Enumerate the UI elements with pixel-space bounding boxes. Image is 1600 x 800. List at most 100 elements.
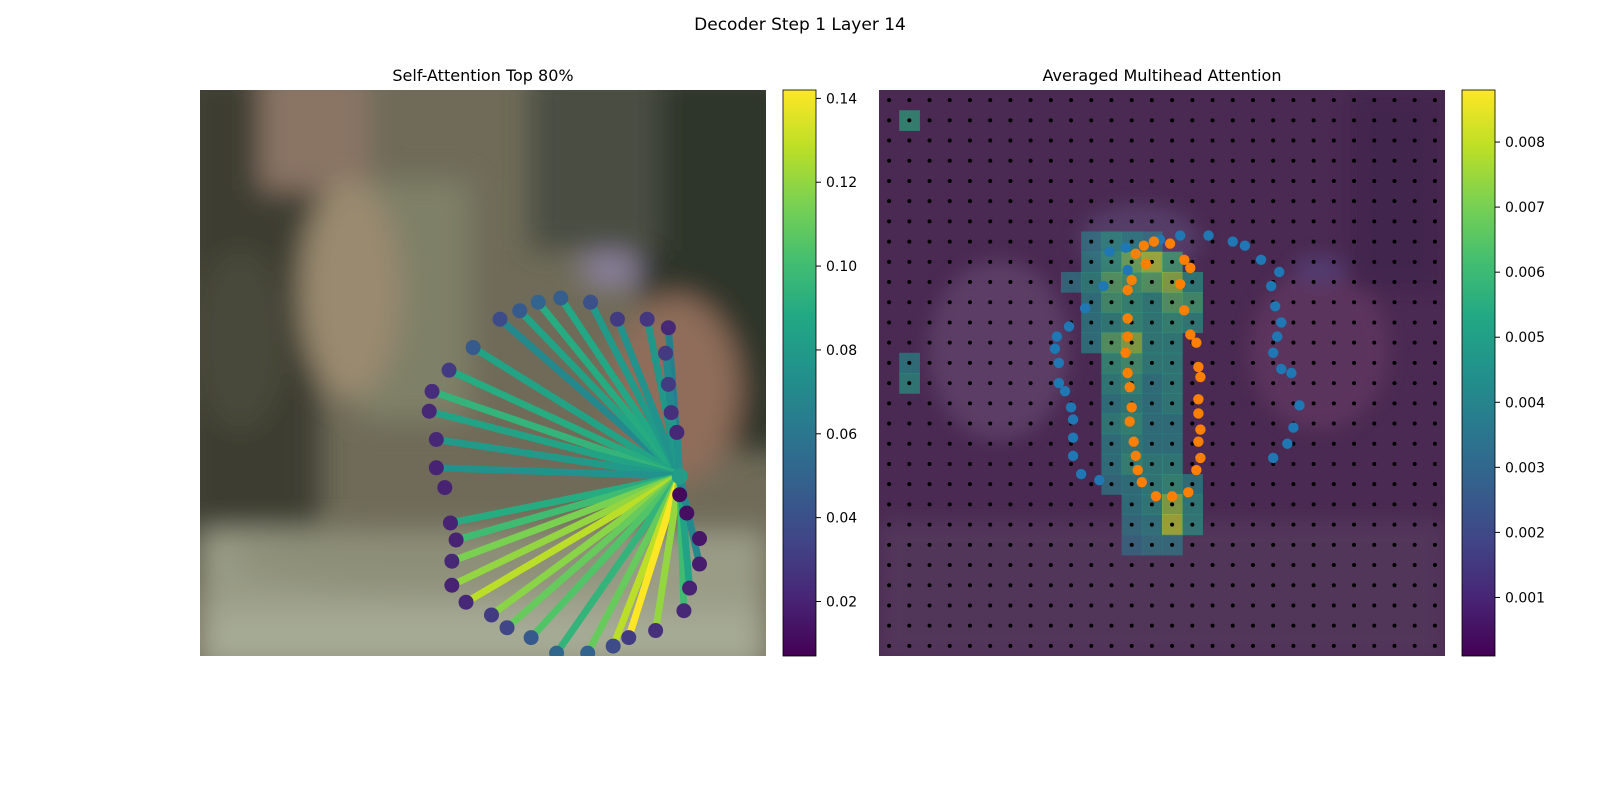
- grid-dot: [1149, 98, 1154, 103]
- grid-dot: [988, 300, 993, 305]
- grid-dot: [947, 583, 952, 588]
- overlay-point: [1053, 357, 1065, 369]
- grid-dot: [1230, 623, 1235, 628]
- grid-dot: [1432, 219, 1437, 224]
- grid-dot: [1271, 138, 1276, 143]
- grid-dot: [1048, 158, 1053, 163]
- attention-point: [444, 553, 460, 569]
- grid-dot: [967, 542, 972, 547]
- attention-edge: [557, 296, 683, 479]
- grid-dot: [1089, 421, 1094, 426]
- grid-dot: [1109, 360, 1114, 365]
- grid-dot: [1311, 280, 1316, 285]
- grid-dot: [1331, 158, 1336, 163]
- grid-dot: [1048, 421, 1053, 426]
- grid-dot: [1250, 603, 1255, 608]
- grid-dot: [1008, 98, 1013, 103]
- grid-dot: [1190, 563, 1195, 568]
- grid-dot: [1129, 502, 1134, 507]
- grid-dot: [1372, 401, 1377, 406]
- attention-point: [660, 376, 676, 392]
- attention-edge: [471, 344, 682, 480]
- overlay-point: [1274, 266, 1285, 278]
- grid-dot: [1170, 421, 1175, 426]
- grid-dot: [1352, 421, 1357, 426]
- grid-dot: [1109, 401, 1114, 406]
- grid-dot: [988, 138, 993, 143]
- grid-dot: [988, 482, 993, 487]
- left-colorbar: 0.02 0.04 0.06 0.08 0.10 0.12 0.14: [782, 89, 857, 657]
- grid-dot: [1048, 643, 1053, 648]
- grid-dot: [927, 158, 932, 163]
- grid-dot: [1331, 300, 1336, 305]
- grid-dot: [907, 522, 912, 527]
- overlay-point: [1098, 280, 1109, 292]
- grid-dot: [1412, 199, 1417, 204]
- grid-dot: [1069, 563, 1074, 568]
- grid-dot: [1352, 158, 1357, 163]
- grid-dot: [1028, 482, 1033, 487]
- grid-dot: [1271, 583, 1276, 588]
- grid-dot: [1028, 219, 1033, 224]
- grid-dot: [1109, 421, 1114, 426]
- grid-dot: [1392, 401, 1397, 406]
- grid-dot: [887, 563, 892, 568]
- grid-dot: [907, 421, 912, 426]
- grid-dot: [1311, 239, 1316, 244]
- attention-point: [530, 294, 546, 310]
- attention-edges: [428, 296, 703, 656]
- grid-dot: [967, 138, 972, 143]
- grid-dot: [1392, 502, 1397, 507]
- grid-dot: [1372, 259, 1377, 264]
- overlay-point: [1255, 254, 1267, 265]
- grid-dot: [967, 381, 972, 386]
- grid-dot: [1129, 239, 1134, 244]
- grid-dot: [1089, 118, 1094, 123]
- grid-dot: [1291, 461, 1296, 466]
- overlay-point: [1132, 464, 1143, 476]
- grid-dot: [1291, 643, 1296, 648]
- grid-dot: [1048, 98, 1053, 103]
- grid-dot: [1089, 239, 1094, 244]
- grid-dot: [1412, 280, 1417, 285]
- grid-dot: [1311, 178, 1316, 183]
- grid-dot: [1048, 118, 1053, 123]
- grid-dot: [1069, 219, 1074, 224]
- grid-dot: [1190, 280, 1195, 285]
- grid-dot: [1089, 199, 1094, 204]
- grid-dot: [927, 199, 932, 204]
- grid-dot: [967, 563, 972, 568]
- grid-dot: [1432, 583, 1437, 588]
- grid-dot: [1291, 118, 1296, 123]
- grid-dot: [1048, 401, 1053, 406]
- attention-point: [523, 630, 539, 646]
- grid-dot: [1432, 643, 1437, 648]
- grid-dot: [1089, 98, 1094, 103]
- attention-point: [444, 577, 460, 593]
- grid-dot: [1352, 199, 1357, 204]
- grid-dot: [1311, 623, 1316, 628]
- grid-dot: [1311, 502, 1316, 507]
- grid-dot: [1230, 98, 1235, 103]
- grid-dot: [1271, 158, 1276, 163]
- grid-dot: [967, 259, 972, 264]
- grid-dot: [1291, 239, 1296, 244]
- grid-dot: [1109, 199, 1114, 204]
- grid-dot: [1432, 138, 1437, 143]
- grid-dot: [947, 340, 952, 345]
- grid-dot: [1291, 280, 1296, 285]
- grid-dot: [1331, 623, 1336, 628]
- grid-dot: [907, 320, 912, 325]
- grid-dot: [1352, 118, 1357, 123]
- grid-dot: [1069, 280, 1074, 285]
- grid-dot: [927, 461, 932, 466]
- grid-dot: [1210, 340, 1215, 345]
- grid-dot: [1331, 401, 1336, 406]
- grid-dot: [1109, 118, 1114, 123]
- grid-dot: [887, 300, 892, 305]
- grid-dot: [927, 259, 932, 264]
- grid-dot: [947, 300, 952, 305]
- attention-edge: [553, 474, 683, 656]
- overlay-point: [1294, 400, 1305, 411]
- grid-dot: [1372, 421, 1377, 426]
